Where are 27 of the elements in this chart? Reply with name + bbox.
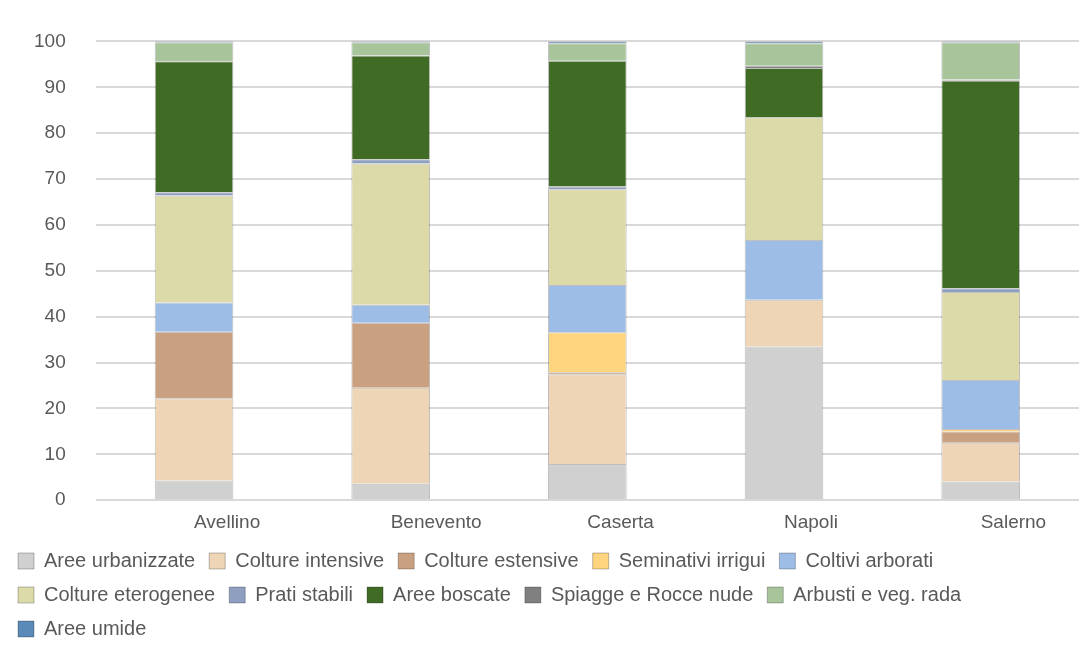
legend-label: Seminativi irrigui (618, 548, 766, 571)
y-tick-label: 10 (44, 442, 66, 464)
y-tick-label: 100 (34, 29, 66, 51)
x-tick-label: Salerno (980, 510, 1047, 532)
y-tick-label: 30 (44, 350, 66, 372)
legend-label: Colture intensive (235, 548, 385, 571)
y-tick-label: 0 (55, 488, 66, 510)
y-tick-label: 80 (44, 121, 66, 143)
y-tick-label: 60 (44, 213, 66, 235)
legend-label: Prati stabili (255, 582, 354, 605)
legend-label: Colture eterogenee (44, 582, 216, 605)
legend-label: Coltivi arborati (805, 548, 934, 571)
y-tick-label: 40 (44, 304, 66, 326)
y-tick-label: 90 (44, 75, 66, 97)
x-tick-label: Caserta (587, 510, 655, 532)
legend-label: Aree boscate (393, 582, 511, 605)
legend-label: Aree umide (44, 616, 147, 639)
legend-label: Colture estensive (424, 548, 579, 571)
y-tick-label: 20 (44, 396, 66, 418)
legend-label: Arbusti e veg. rada (793, 582, 963, 605)
x-tick-label: Avellino (194, 510, 261, 532)
y-tick-label: 70 (44, 167, 66, 189)
legend-label: Spiagge e Rocce nude (550, 582, 754, 605)
legend-label: Aree urbanizzate (44, 548, 196, 571)
x-tick-label: Benevento (390, 510, 482, 532)
y-tick-label: 50 (44, 259, 66, 281)
x-tick-label: Napoli (784, 510, 838, 532)
